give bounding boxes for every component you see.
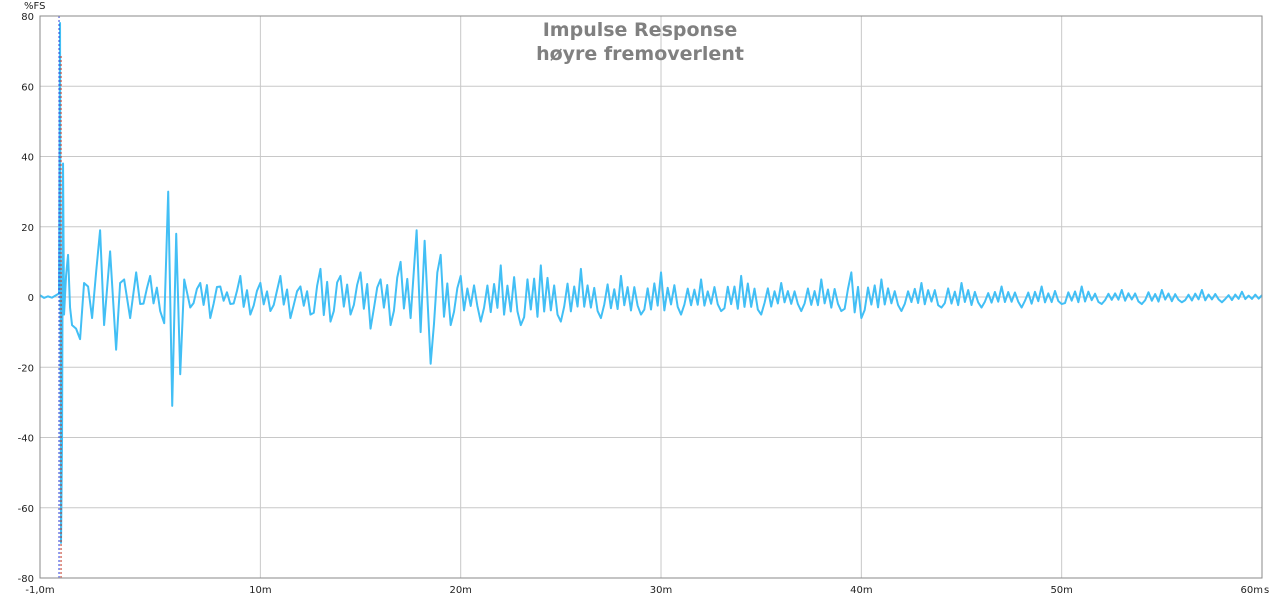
x-tick-label: 20m	[449, 585, 471, 596]
chart-subtitle: høyre fremoverlent	[536, 43, 744, 65]
y-tick-label: 40	[21, 153, 34, 164]
y-tick-label: -20	[18, 363, 34, 374]
chart-title: Impulse Response	[543, 19, 738, 41]
x-tick-label: 30m	[650, 585, 672, 596]
x-tick-label: 10m	[249, 585, 271, 596]
y-axis-label: %FS	[24, 1, 45, 12]
axis-ticks: 80 60 40 20 0 -20 -40 -60 -80-1,0m 10m 20m 30m 40m 50…	[18, 12, 1263, 596]
y-tick-label: -80	[18, 574, 34, 585]
y-tick-label: -60	[18, 504, 34, 515]
series-line-0	[39, 22, 1263, 544]
plot-frame	[39, 15, 1263, 579]
x-tick-label: 60m	[1241, 585, 1263, 596]
x-tick-label: 40m	[850, 585, 872, 596]
y-tick-label: 60	[21, 82, 34, 93]
x-tick-label: -1,0m	[25, 585, 54, 596]
x-tick-label: 50m	[1050, 585, 1072, 596]
x-axis-unit: s	[1264, 585, 1269, 596]
y-tick-label: -40	[18, 434, 34, 445]
y-tick-label: 0	[28, 293, 34, 304]
y-tick-label: 20	[21, 223, 34, 234]
impulse-marker	[58, 16, 62, 578]
y-tick-label: 80	[21, 12, 34, 23]
